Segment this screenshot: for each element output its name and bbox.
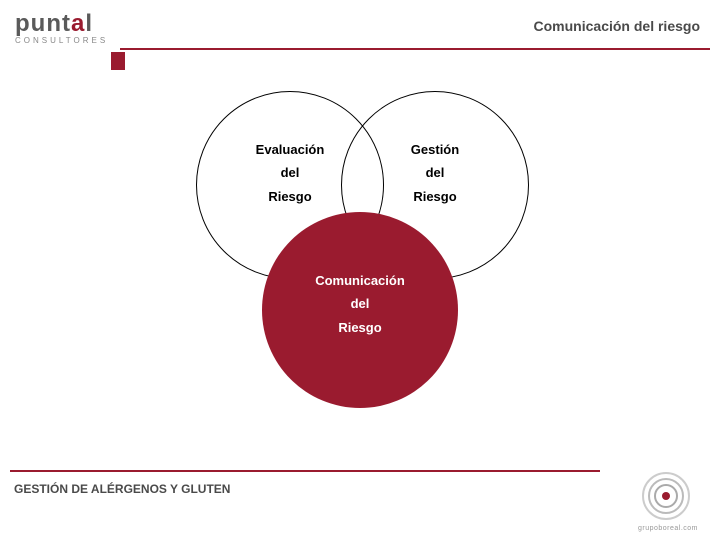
venn-diagram: EvaluacióndelRiesgo GestióndelRiesgo Comun…	[0, 80, 720, 460]
logo-punt: punt	[15, 10, 71, 37]
logo-subtitle: CONSULTORES	[15, 36, 108, 45]
logo-a: a	[71, 10, 85, 37]
venn-label-bottom: ComunicacióndelRiesgo	[315, 269, 405, 339]
venn-label-right: GestióndelRiesgo	[411, 138, 459, 208]
footer-divider	[10, 470, 600, 472]
page-title: Comunicación del riesgo	[534, 18, 700, 34]
header-divider	[120, 48, 710, 50]
footer-text: GESTIÓN DE ALÉRGENOS Y GLUTEN	[14, 482, 230, 496]
header: puntal CONSULTORES Comunicación del ries…	[0, 0, 720, 60]
target-ring-3	[662, 492, 670, 500]
logo-accent-block	[111, 52, 125, 70]
logo-l: l	[85, 10, 93, 37]
target-icon	[642, 472, 690, 520]
venn-circle-bottom: ComunicacióndelRiesgo	[262, 212, 458, 408]
footer-sublogo: grupoboreal.com	[638, 525, 698, 532]
logo: puntal CONSULTORES	[15, 10, 108, 45]
venn-label-left: EvaluacióndelRiesgo	[256, 138, 325, 208]
footer: GESTIÓN DE ALÉRGENOS Y GLUTEN grupoborea…	[0, 470, 720, 540]
logo-text: puntal	[15, 10, 108, 38]
